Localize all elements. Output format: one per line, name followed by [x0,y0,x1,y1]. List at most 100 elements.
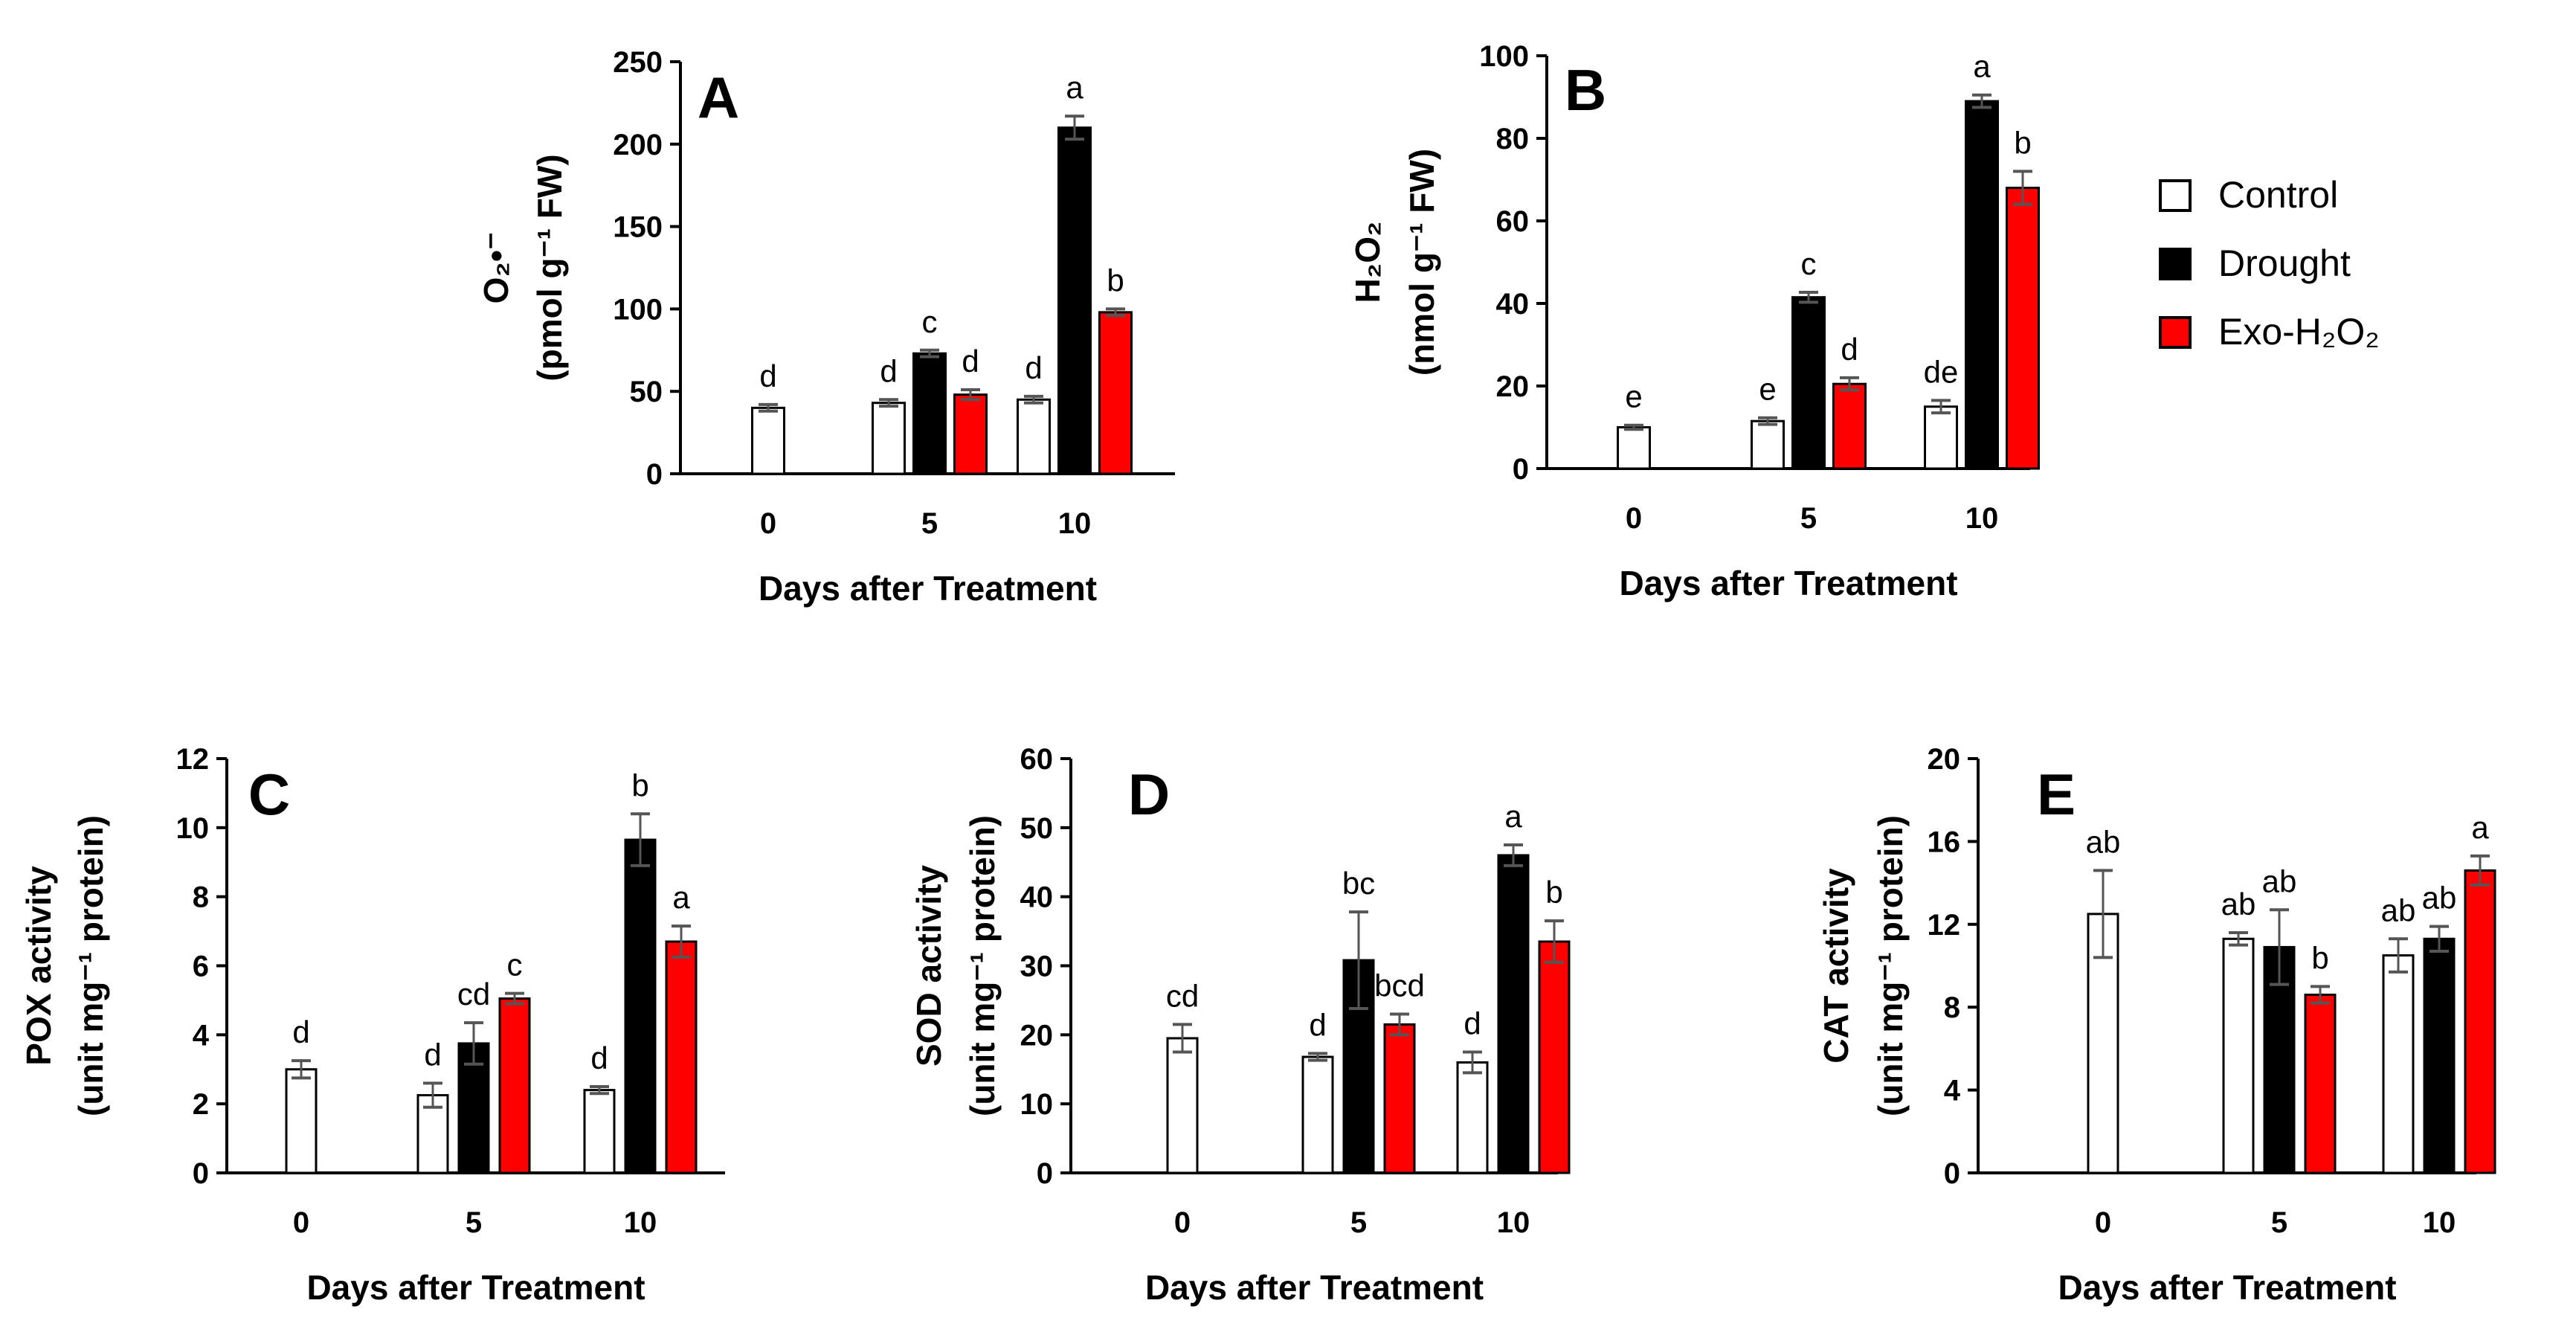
bar-exo [953,393,988,475]
y-tick-label: 100 [613,293,663,326]
error-bar [2229,930,2248,947]
panel-a: 0 50 100 150 200 250 0 5 10 Days after Treatment O… [477,46,1175,608]
significance-letter: d [759,358,776,393]
x-axis-title: Days after Treatment [1145,1268,1484,1307]
significance-letter: d [424,1037,441,1072]
bar-drought [1965,100,1999,470]
significance-letter: d [1464,1006,1481,1041]
error-bar [292,1059,311,1080]
significance-letter: d [590,1041,608,1075]
y-tick-label: 200 [613,129,663,161]
error-bar [879,398,898,408]
y-tick-label: 8 [193,881,209,914]
bar-drought [1497,854,1530,1174]
panel-letter: C [248,762,290,827]
significance-letter: c [922,304,938,339]
error-bar [2311,985,2330,1005]
y-tick-label: 60 [1496,205,1530,238]
error-bar [1065,115,1084,141]
bar-control [1456,1061,1489,1174]
x-tick-label: 0 [1626,502,1642,535]
y-axis-title: SOD activity [909,865,948,1067]
legend-item-exo: Exo-H₂O₂ [2159,311,2380,353]
x-tick-label: 10 [1497,1206,1530,1239]
bar-control [751,406,785,475]
error-bar [961,387,980,402]
x-axis-title: Days after Treatment [1619,564,1957,602]
y-tick-label: 50 [630,376,663,408]
bar-drought [1791,296,1826,470]
error-bar [423,1081,442,1109]
bar-exo [2006,187,2040,470]
x-tick-label: 10 [1058,507,1092,540]
legend-swatch [2159,179,2192,212]
significance-letter: d [1309,1007,1326,1042]
bar-exo [665,940,698,1174]
significance-letter: ab [2221,887,2256,922]
bar-exo [1538,940,1571,1174]
y-tick-label: 100 [1479,40,1529,73]
y-tick-label: 10 [176,812,210,845]
significance-letter: b [631,768,648,803]
significance-letter: d [1025,350,1042,385]
y-axis-title: H₂O₂ [1348,222,1387,303]
legend-label: Drought [2218,242,2351,284]
legend-label: Control [2218,174,2338,216]
y-tick-label: 80 [1496,123,1530,155]
significance-letter: d [292,1014,309,1049]
error-bar [1463,1050,1482,1075]
y-tick-label: 4 [1944,1075,1961,1107]
y-axis-unit: (unit mg⁻¹ protein) [1871,815,1910,1116]
panel-letter: D [1128,762,1170,827]
significance-letter: a [1066,70,1083,105]
error-bar [672,924,691,959]
error-bar [1758,416,1777,426]
significance-letter: d [880,353,897,388]
x-tick-label: 10 [624,1206,657,1239]
error-bar [464,1021,483,1066]
bar-exo [2464,869,2496,1174]
x-axis-title: Days after Treatment [2058,1268,2396,1307]
significance-letter: ab [2262,863,2297,898]
y-tick-label: 0 [646,458,663,491]
significance-letter: c [1801,246,1817,281]
bar-drought [624,838,657,1174]
error-bar [1624,423,1643,431]
y-tick-label: 30 [1020,951,1054,983]
significance-letter: b [1107,263,1124,297]
error-bar [1308,1052,1327,1062]
significance-letter: de [1924,354,1959,389]
error-bar [1173,1023,1192,1054]
significance-letter: ab [2086,824,2121,859]
error-bar [1390,1012,1409,1037]
x-tick-label: 10 [1965,502,1999,535]
bar-exo [498,997,531,1174]
bar-control [1617,426,1651,470]
significance-letter: cd [1166,978,1199,1013]
y-axis-unit: (nmol g⁻¹ FW) [1403,149,1441,376]
bar-control [1924,405,1958,470]
x-tick-label: 0 [1174,1206,1191,1239]
x-tick-label: 5 [466,1206,482,1239]
y-tick-label: 12 [1928,909,1961,942]
y-tick-label: 20 [1928,743,1961,776]
significance-letter: d [1841,332,1858,367]
error-bar [2470,854,2490,887]
panel-d: 0 10 20 30 40 50 60 0 5 10 Days after Treatment SOD… [909,743,1571,1307]
significance-letter: ab [2422,881,2457,916]
legend-item-drought: Drought [2159,242,2351,284]
error-bar [920,348,939,358]
error-bar [1349,910,1368,1011]
y-tick-label: 10 [1020,1088,1054,1121]
error-bar [590,1084,609,1096]
panel-letter: A [698,65,739,130]
x-tick-label: 0 [2095,1206,2111,1239]
y-axis-title: CAT activity [1817,868,1855,1064]
bar-control [2382,954,2415,1174]
significance-letter: a [2471,810,2489,845]
y-tick-label: 20 [1020,1019,1054,1052]
legend-swatch [2159,316,2192,349]
bar-control [285,1068,318,1174]
panel-e: 0 4 8 12 16 20 0 5 10 Days after Treatment CAT act… [1817,743,2496,1307]
